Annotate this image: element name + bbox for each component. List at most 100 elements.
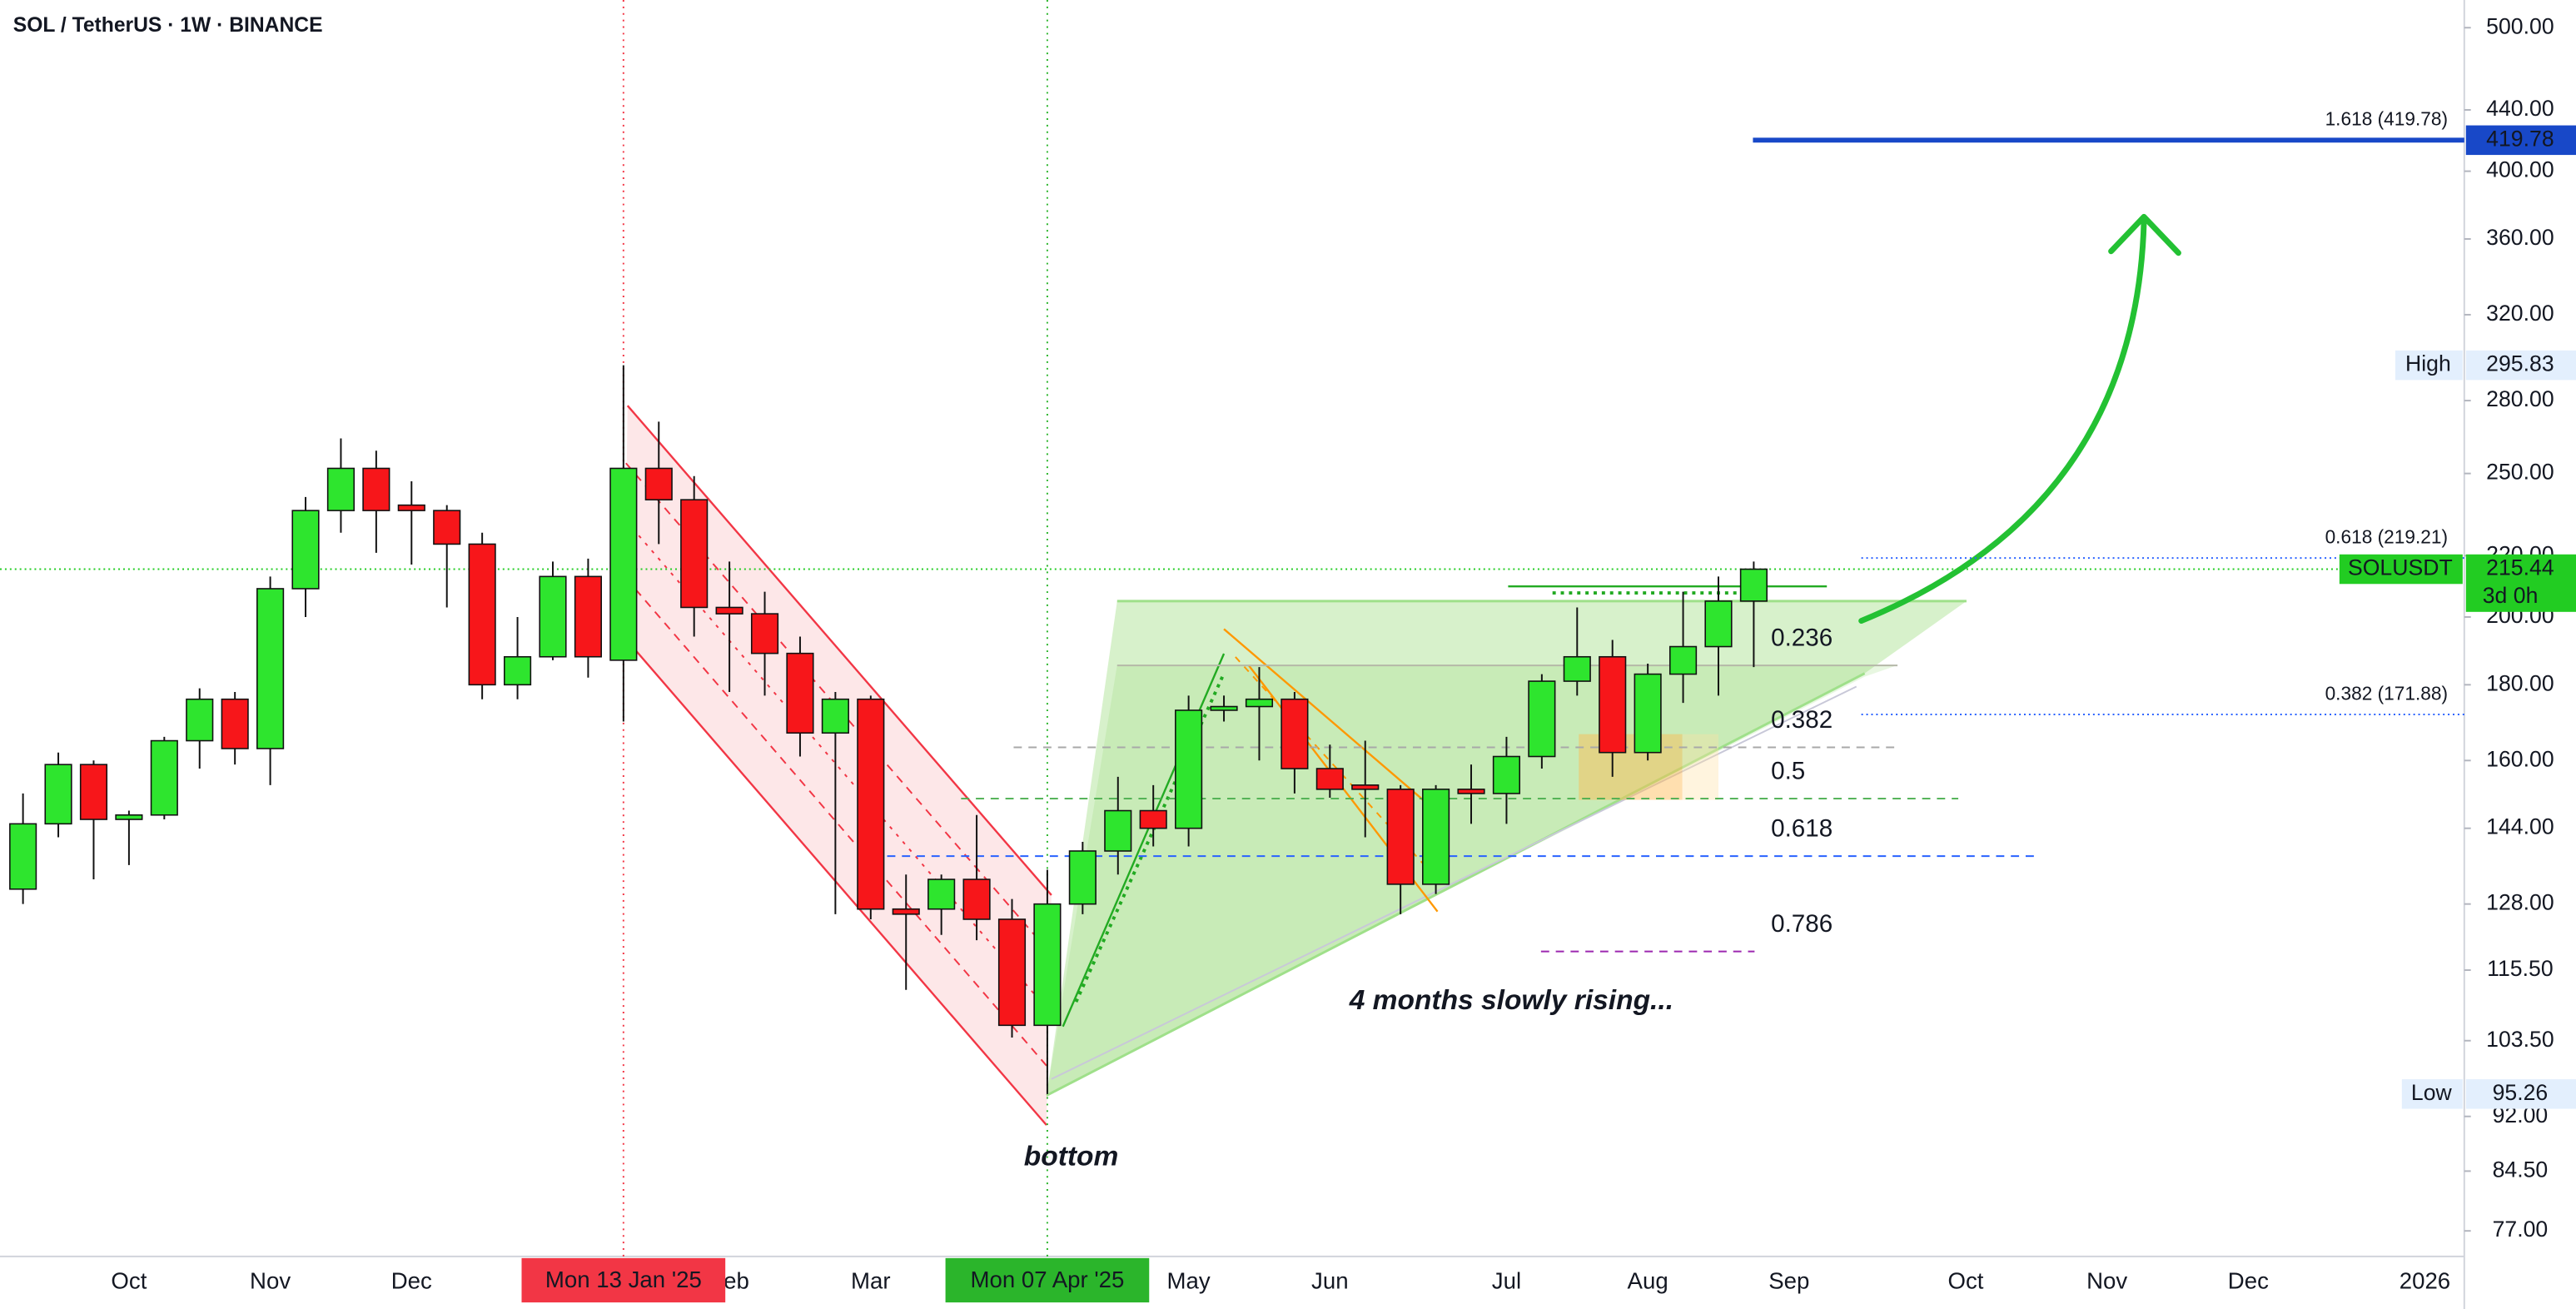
high-price-tag: 295.83 bbox=[2486, 351, 2554, 376]
candle-body bbox=[1104, 809, 1132, 852]
low-price-tag-box bbox=[2465, 1079, 2576, 1109]
candle-body bbox=[1422, 789, 1450, 885]
candle-body bbox=[9, 823, 37, 890]
candle-body bbox=[1068, 850, 1097, 905]
fib-extension-label: 0.382 (171.88) bbox=[2325, 682, 2449, 704]
candle-body bbox=[1210, 705, 1238, 711]
fib-level-label: 0.618 bbox=[1771, 814, 1833, 842]
candle-body bbox=[1457, 789, 1485, 794]
low-label-box bbox=[2401, 1079, 2463, 1109]
candle-body bbox=[821, 698, 849, 734]
candle-body bbox=[1492, 755, 1521, 794]
fib-level-label: 0.382 bbox=[1771, 706, 1833, 734]
green-trend-dots bbox=[1074, 672, 1226, 1003]
symbol-label-box bbox=[2339, 554, 2463, 585]
last-price-box bbox=[2465, 554, 2576, 612]
candle-body bbox=[574, 575, 602, 658]
candle-body bbox=[1599, 655, 1627, 754]
y-tick-label: 500.00 bbox=[2486, 13, 2554, 38]
candle-body bbox=[503, 655, 532, 686]
x-tick-label: Nov bbox=[2086, 1268, 2127, 1294]
candle-body bbox=[79, 764, 108, 820]
x-tick-label: Sep bbox=[1768, 1268, 1809, 1294]
candle-body bbox=[786, 652, 814, 734]
countdown: 3d 0h bbox=[2483, 583, 2539, 608]
candle-body bbox=[291, 510, 320, 590]
x-tick-label: Oct bbox=[1947, 1268, 1983, 1294]
target-price-tag: 419.78 bbox=[2486, 126, 2554, 151]
y-tick-label: 250.00 bbox=[2486, 460, 2554, 485]
x-tick-label: Oct bbox=[111, 1268, 147, 1294]
y-tick-label: 84.50 bbox=[2493, 1157, 2549, 1182]
marker-label-box bbox=[945, 1257, 1150, 1303]
candle-body bbox=[715, 606, 743, 615]
candle-body bbox=[1281, 698, 1309, 769]
y-tick-label: 144.00 bbox=[2486, 814, 2554, 839]
fib-level-label: 0.5 bbox=[1771, 757, 1805, 784]
candle-body bbox=[221, 698, 249, 749]
candle-body bbox=[433, 510, 461, 545]
high-label: High bbox=[2405, 351, 2451, 376]
candle-body bbox=[468, 543, 496, 686]
drawings bbox=[623, 213, 2181, 1126]
annotation: 4 months slowly rising... bbox=[1349, 985, 1673, 1016]
last-price: 215.44 bbox=[2486, 555, 2554, 580]
candle-body bbox=[1739, 568, 1768, 602]
y-tick-label: 280.00 bbox=[2486, 386, 2554, 411]
green-triangle-fill bbox=[1046, 600, 1967, 1096]
candle-body bbox=[680, 499, 709, 609]
support-box-light bbox=[1682, 734, 1718, 800]
candle-body bbox=[397, 504, 425, 511]
red-channel-dash bbox=[625, 577, 1049, 1068]
target-price-tag-box bbox=[2465, 125, 2576, 156]
candle-body bbox=[1033, 903, 1062, 1027]
candle-body bbox=[1175, 709, 1203, 829]
candle-body bbox=[1704, 600, 1733, 648]
candle-body bbox=[1315, 768, 1344, 790]
red-channel-line bbox=[626, 405, 1052, 896]
candle-body bbox=[927, 878, 956, 910]
fib-level-label: 0.236 bbox=[1771, 624, 1833, 651]
candle-body bbox=[44, 764, 72, 825]
y-tick-label: 360.00 bbox=[2486, 225, 2554, 250]
candle-body bbox=[1139, 809, 1167, 829]
x-tick-label: May bbox=[1167, 1268, 1211, 1294]
candle-body bbox=[857, 698, 885, 910]
y-tick-label: 77.00 bbox=[2493, 1217, 2549, 1242]
marker-label-box bbox=[521, 1257, 726, 1303]
candle-body bbox=[326, 467, 356, 511]
candle-body bbox=[750, 613, 779, 654]
y-tick-label: 115.50 bbox=[2487, 956, 2553, 981]
low-label: Low bbox=[2411, 1080, 2453, 1105]
candle-body bbox=[892, 908, 920, 915]
target-arrow-head bbox=[2108, 213, 2181, 256]
red-channel-fill bbox=[624, 406, 1052, 1126]
x-tick-label: Nov bbox=[250, 1268, 291, 1294]
x-tick-label: Dec bbox=[391, 1268, 432, 1294]
marker-label: Mon 13 Jan '25 bbox=[545, 1267, 702, 1292]
high-price-tag-box bbox=[2465, 350, 2576, 381]
fib-extension-label: 1.618 (419.78) bbox=[2325, 108, 2449, 130]
fib-extension-label: 0.618 (219.21) bbox=[2325, 525, 2449, 547]
y-tick-label: 160.00 bbox=[2486, 746, 2554, 771]
candle-body bbox=[997, 918, 1027, 1027]
y-tick-label: 400.00 bbox=[2486, 157, 2554, 182]
x-tick-label: Dec bbox=[2228, 1268, 2269, 1294]
candle-body bbox=[539, 575, 567, 658]
low-price-tag: 95.26 bbox=[2493, 1080, 2549, 1105]
y-tick-label: 103.50 bbox=[2486, 1027, 2554, 1052]
candle-body bbox=[256, 588, 285, 749]
symbol-label: SOLUSDT bbox=[2348, 555, 2453, 580]
candle-body bbox=[609, 467, 638, 661]
annotation: bottom bbox=[1024, 1141, 1119, 1172]
high-label-box bbox=[2394, 350, 2463, 381]
triangle-edge bbox=[1051, 685, 1857, 1080]
candle-body bbox=[1563, 655, 1591, 682]
candle-body bbox=[115, 814, 143, 820]
candle-body bbox=[962, 878, 991, 920]
candle-body bbox=[150, 739, 178, 816]
candle-body bbox=[1351, 784, 1380, 790]
triangle-edge bbox=[1046, 672, 1866, 1097]
